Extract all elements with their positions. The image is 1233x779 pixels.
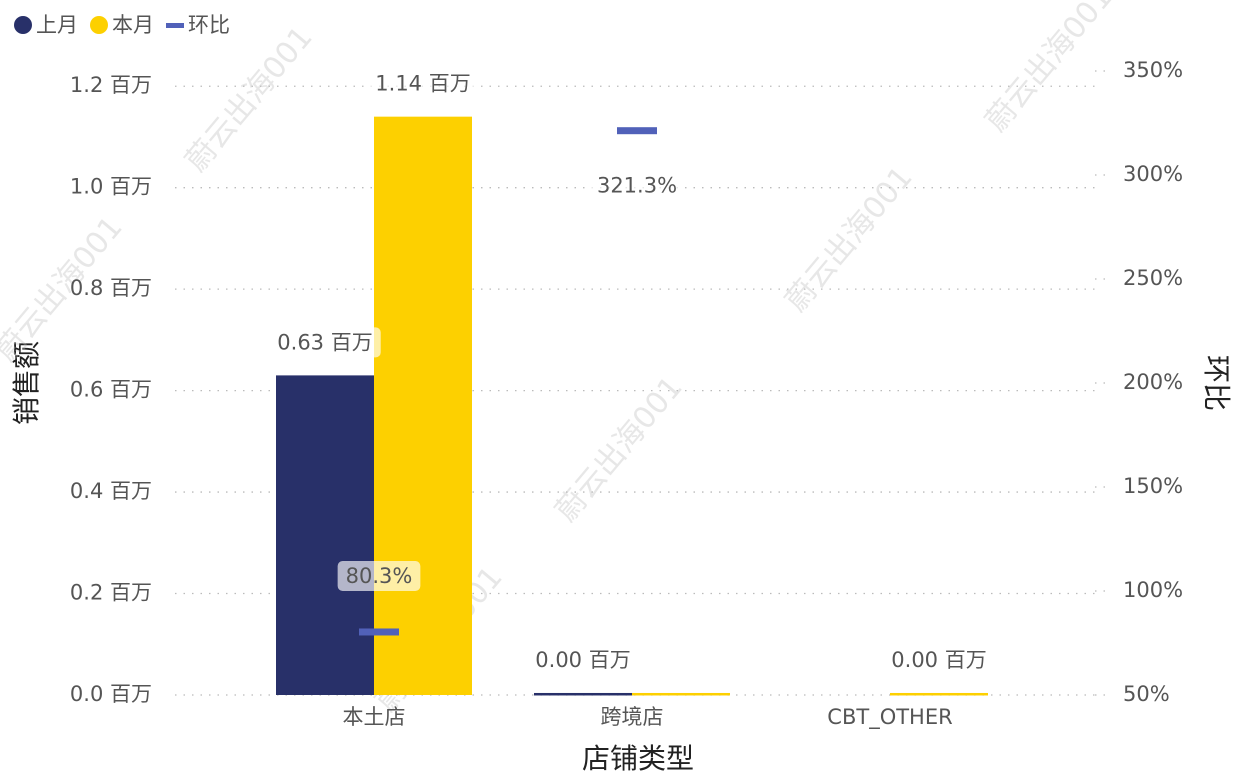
x-tick-label: CBT_OTHER [827,705,952,730]
y2-tick-label: 50% [1123,682,1170,706]
y-tick-label: 0.0 百万 [70,682,152,706]
legend-marker [14,16,32,34]
legend-label: 上月 [36,13,78,37]
y-tick-label: 0.4 百万 [70,479,152,503]
bar [632,692,730,696]
data-label: 0.00 百万 [891,648,986,672]
watermark: 蔚云出海001 [779,160,920,318]
y-tick-label: 1.0 百万 [70,175,152,199]
watermark: 蔚云出海001 [979,0,1120,139]
data-label: 0.63 百万 [277,330,372,354]
y2-tick-label: 200% [1123,370,1183,394]
y2-tick-label: 350% [1123,58,1183,82]
bar [534,692,632,696]
data-label: 1.14 百万 [375,72,470,96]
data-label-bg [337,560,421,591]
y2-tick-label: 150% [1123,474,1183,498]
y-tick-label: 1.2 百万 [70,73,152,97]
y2-axis-title: 环比 [1200,355,1233,411]
y-tick-label: 0.6 百万 [70,378,152,402]
legend-marker [90,16,108,34]
bar [276,375,374,695]
y2-tick-label: 250% [1123,266,1183,290]
watermark: 蔚云出海001 [179,20,320,178]
legend-label: 环比 [188,13,230,37]
bar [374,116,472,695]
data-label-bg [367,68,479,99]
watermark: 蔚云出海001 [549,370,690,528]
y-tick-label: 0.8 百万 [70,276,152,300]
data-label: 0.00 百万 [535,648,630,672]
y-axis-title: 销售额 [10,341,43,425]
y2-tick-label: 300% [1123,162,1183,186]
legend-marker [166,23,184,28]
y2-tick-label: 100% [1123,578,1183,602]
bar [890,692,988,696]
ratio-marker [359,628,399,636]
data-label: 80.3% [346,564,413,588]
legend-label: 本月 [112,13,154,37]
data-label: 321.3% [597,174,677,198]
data-label-bg [269,327,381,358]
data-label-bg [588,170,686,201]
y-tick-label: 0.2 百万 [70,581,152,605]
x-tick-label: 本土店 [343,705,406,729]
ratio-marker [617,127,657,135]
x-tick-label: 跨境店 [601,705,664,729]
x-axis-title: 店铺类型 [582,742,694,775]
